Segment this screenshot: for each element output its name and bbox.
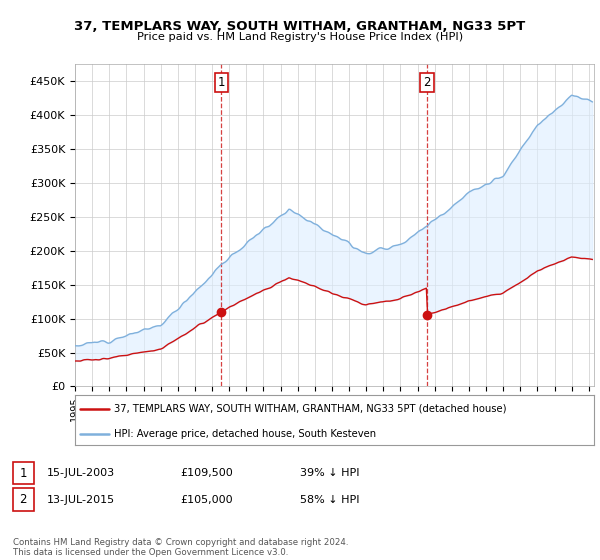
Text: 15-JUL-2003: 15-JUL-2003 — [47, 468, 115, 478]
Text: £109,500: £109,500 — [180, 468, 233, 478]
Text: 37, TEMPLARS WAY, SOUTH WITHAM, GRANTHAM, NG33 5PT: 37, TEMPLARS WAY, SOUTH WITHAM, GRANTHAM… — [74, 20, 526, 32]
Text: HPI: Average price, detached house, South Kesteven: HPI: Average price, detached house, Sout… — [114, 429, 376, 439]
Text: 13-JUL-2015: 13-JUL-2015 — [47, 494, 115, 505]
Text: 2: 2 — [19, 493, 27, 506]
Text: Contains HM Land Registry data © Crown copyright and database right 2024.
This d: Contains HM Land Registry data © Crown c… — [13, 538, 349, 557]
Text: 2: 2 — [423, 76, 431, 89]
Text: 39% ↓ HPI: 39% ↓ HPI — [300, 468, 359, 478]
Text: Price paid vs. HM Land Registry's House Price Index (HPI): Price paid vs. HM Land Registry's House … — [137, 32, 463, 42]
Text: 37, TEMPLARS WAY, SOUTH WITHAM, GRANTHAM, NG33 5PT (detached house): 37, TEMPLARS WAY, SOUTH WITHAM, GRANTHAM… — [114, 404, 506, 414]
Text: £105,000: £105,000 — [180, 494, 233, 505]
Text: 58% ↓ HPI: 58% ↓ HPI — [300, 494, 359, 505]
Text: 1: 1 — [218, 76, 225, 89]
Text: 1: 1 — [19, 466, 27, 480]
